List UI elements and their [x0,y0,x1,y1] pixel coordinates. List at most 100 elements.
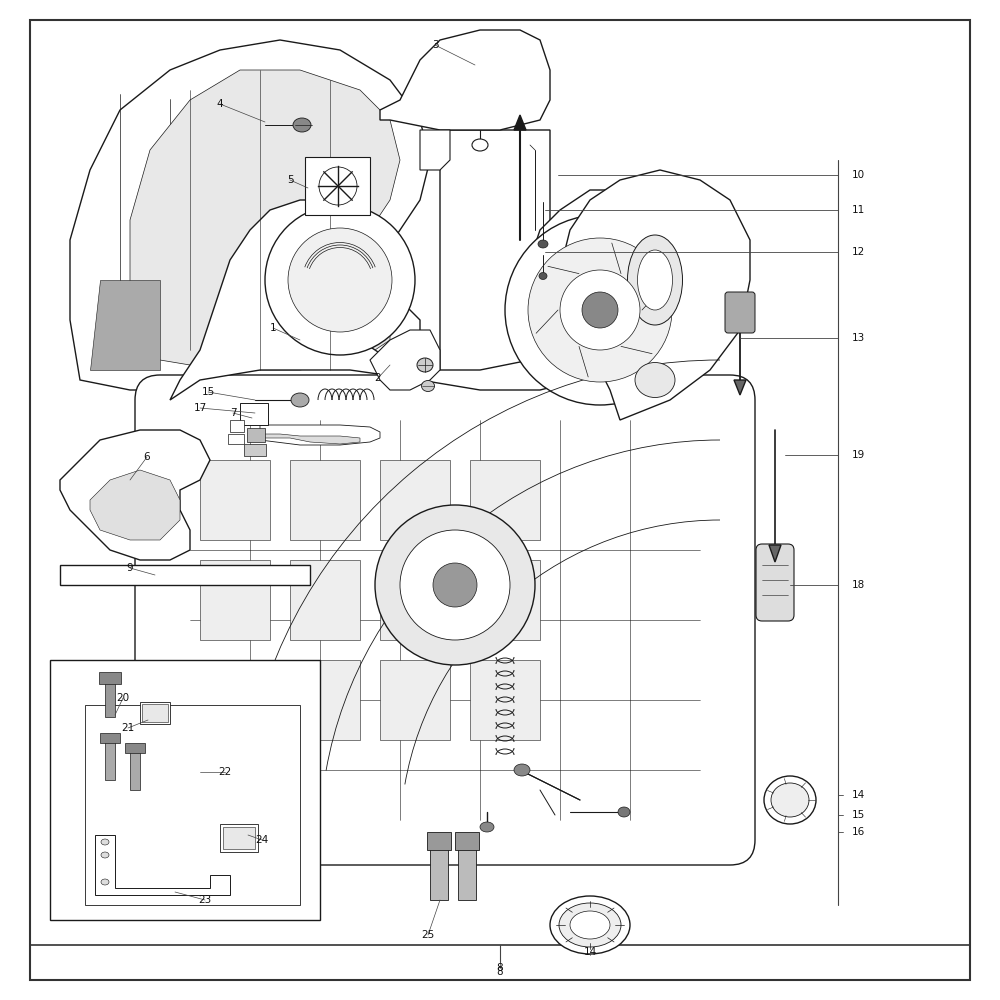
Circle shape [582,292,618,328]
FancyBboxPatch shape [756,544,794,621]
Polygon shape [95,835,230,895]
Bar [458,845,476,900]
FancyBboxPatch shape [725,292,755,333]
Bar [290,460,360,540]
Circle shape [288,228,392,332]
Bar [427,832,451,850]
Bar [455,832,479,850]
Bar [50,660,320,920]
Ellipse shape [570,911,610,939]
Ellipse shape [764,776,816,824]
Ellipse shape [101,852,109,858]
Ellipse shape [771,783,809,817]
Ellipse shape [628,235,682,325]
Ellipse shape [538,240,548,248]
Circle shape [400,530,510,640]
Circle shape [433,563,477,607]
Text: 21: 21 [121,723,135,733]
Bar [430,845,448,900]
Ellipse shape [480,822,494,832]
Bar [380,660,450,740]
Bar [200,660,270,740]
Polygon shape [170,190,670,400]
Text: cheap: cheap [389,456,491,485]
Ellipse shape [638,250,672,310]
Bar [470,460,540,540]
Bar [244,444,266,456]
Ellipse shape [291,393,309,407]
Text: 8: 8 [497,963,503,973]
Bar [230,420,244,432]
Polygon shape [380,30,550,130]
Ellipse shape [514,764,530,776]
Circle shape [375,505,535,665]
Polygon shape [734,380,746,395]
Bar [100,733,120,743]
Polygon shape [260,425,380,445]
Text: 23: 23 [198,895,212,905]
Circle shape [505,215,695,405]
Bar [142,704,168,722]
Bar [228,434,244,444]
Text: 15: 15 [851,810,865,820]
Bar [220,824,258,852]
Text: 25: 25 [421,930,435,940]
Text: 17: 17 [193,403,207,413]
Ellipse shape [293,118,311,132]
Text: 18: 18 [851,580,865,590]
Bar [223,827,255,849]
Bar [105,679,115,717]
Text: 13: 13 [851,333,865,343]
Circle shape [528,238,672,382]
Bar [140,702,170,724]
Bar [85,705,300,905]
Text: 2: 2 [375,373,381,383]
Text: 14: 14 [851,790,865,800]
Polygon shape [90,470,180,540]
Bar [240,403,268,425]
Text: 20: 20 [116,693,130,703]
Text: 15: 15 [201,387,215,397]
Text: 4: 4 [217,99,223,109]
Polygon shape [60,430,210,560]
Text: 24: 24 [255,835,269,845]
Text: 9: 9 [127,563,133,573]
Bar [125,743,145,753]
Bar [290,660,360,740]
Ellipse shape [422,380,434,391]
Bar [60,565,310,585]
Bar [105,738,115,780]
Bar [380,560,450,640]
Bar [200,560,270,640]
Ellipse shape [550,896,630,954]
Bar [247,428,265,442]
Polygon shape [514,115,526,130]
Bar [99,672,121,684]
Text: 3: 3 [432,40,438,50]
Bar [470,560,540,640]
Ellipse shape [472,139,488,151]
Ellipse shape [539,272,547,279]
Text: DIY: DIY [411,506,469,534]
Text: 14: 14 [583,947,597,957]
FancyBboxPatch shape [135,375,755,865]
Bar [380,460,450,540]
Ellipse shape [635,362,675,397]
Polygon shape [440,130,550,420]
Polygon shape [70,40,430,390]
Text: 19: 19 [851,450,865,460]
Ellipse shape [559,903,621,947]
Circle shape [560,270,640,350]
Bar [470,660,540,740]
Text: 7: 7 [230,408,236,418]
Text: 6: 6 [144,452,150,462]
Text: 11: 11 [851,205,865,215]
Ellipse shape [101,879,109,885]
Ellipse shape [101,839,109,845]
Text: 22: 22 [218,767,232,777]
Ellipse shape [618,807,630,817]
Bar [305,157,370,215]
Polygon shape [769,545,781,562]
Text: 5: 5 [287,175,293,185]
Polygon shape [420,130,450,170]
